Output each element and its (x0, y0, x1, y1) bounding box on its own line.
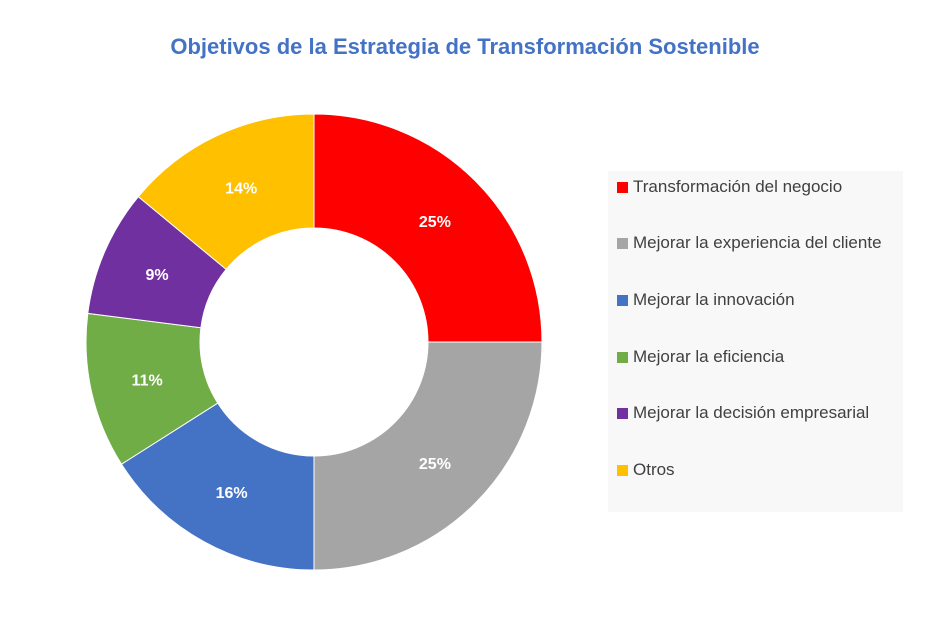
legend-item: Mejorar la decisión empresarial (617, 400, 918, 426)
legend-label: Otros (633, 460, 675, 479)
legend-swatch (617, 465, 628, 476)
legend-swatch (617, 182, 628, 193)
donut-slice (120, 402, 315, 571)
legend-label: Transformación del negocio (633, 177, 843, 196)
legend: Transformación del negocio Mejorar la exp… (608, 171, 903, 512)
data-label: 25% (419, 214, 451, 231)
legend-item: Mejorar la innovación (617, 287, 918, 313)
data-label: 25% (419, 456, 451, 473)
legend-swatch (617, 408, 628, 419)
legend-label: Mejorar la decisión empresarial (633, 403, 870, 422)
legend-item: Mejorar la experiencia del cliente (617, 230, 918, 256)
legend-item: Transformación del negocio (617, 174, 918, 200)
data-label: 16% (216, 485, 248, 502)
legend-item: Otros (617, 457, 918, 483)
legend-item: Mejorar la eficiencia (617, 344, 918, 370)
donut-slice (313, 341, 543, 571)
data-label: 9% (146, 267, 169, 284)
donut-slice (313, 113, 543, 343)
data-label: 11% (132, 372, 163, 389)
legend-label: Mejorar la experiencia del cliente (633, 233, 882, 252)
data-label: 14% (225, 180, 257, 197)
legend-label: Mejorar la eficiencia (633, 347, 785, 366)
legend-swatch (617, 352, 628, 363)
legend-label: Mejorar la innovación (633, 290, 795, 309)
legend-swatch (617, 238, 628, 249)
donut-slice (137, 113, 315, 271)
chart-title: Objetivos de la Estrategia de Transforma… (170, 34, 760, 59)
legend-swatch (617, 295, 628, 306)
